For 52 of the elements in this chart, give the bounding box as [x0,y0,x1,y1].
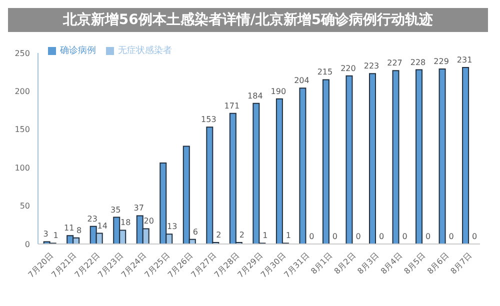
data-label: 3 [43,230,48,239]
data-label: 8 [76,226,82,235]
data-label: 23 [87,214,98,224]
data-label: 13 [167,222,178,232]
data-label: 220 [340,64,356,73]
y-tick-label: 200 [14,87,30,96]
data-label: 37 [134,204,144,213]
data-label: 184 [248,91,263,100]
x-tick-label: 8月7日 [448,251,474,276]
data-label: 0 [472,232,478,241]
data-label: 0 [356,232,361,241]
y-tick-label: 150 [14,125,30,134]
x-tick-label: 8月6日 [426,251,451,276]
data-label: 6 [192,227,198,236]
x-tick-label: 8月4日 [379,251,404,276]
y-tick-label: 50 [20,202,30,211]
data-label: 223 [364,62,380,71]
data-label: 18 [120,218,131,228]
data-label: 215 [317,68,333,77]
data-label: 35 [110,205,121,214]
data-label: 11 [64,224,74,233]
y-tick-label: 250 [14,48,30,58]
data-label: 190 [270,86,286,96]
data-label: 1 [262,231,268,240]
y-tick-label: 0 [24,240,30,249]
data-label: 2 [239,230,244,240]
data-label: 229 [434,57,449,66]
data-label: 204 [294,76,310,86]
data-label: 227 [387,58,402,68]
data-label: 231 [456,56,472,65]
x-tick-label: 8月5日 [402,251,428,276]
legend-label: 无症状感染者 [118,46,172,56]
data-label: 171 [224,101,240,110]
data-label: 2 [216,230,222,240]
x-tick-label: 8月2日 [332,251,358,276]
data-label: 20 [144,216,154,226]
data-label: 1 [286,231,291,240]
data-label: 1 [53,231,58,240]
data-label: 0 [332,232,338,241]
data-label: 0 [402,232,408,241]
chart-title: 北京新增56例本土感染者详情/北京新增5确诊病例行动轨迹 [8,8,488,32]
data-label: 228 [410,58,426,67]
legend-label: 确诊病例 [60,46,96,56]
data-label: 0 [378,232,384,241]
data-label: 0 [309,232,314,241]
data-label: 14 [97,221,108,230]
y-tick-label: 100 [14,163,30,172]
data-label: 153 [201,115,216,124]
x-tick-label: 8月1日 [309,251,334,276]
data-label: 0 [425,232,431,241]
data-label: 0 [448,232,454,241]
x-tick-label: 8月3日 [356,251,381,276]
